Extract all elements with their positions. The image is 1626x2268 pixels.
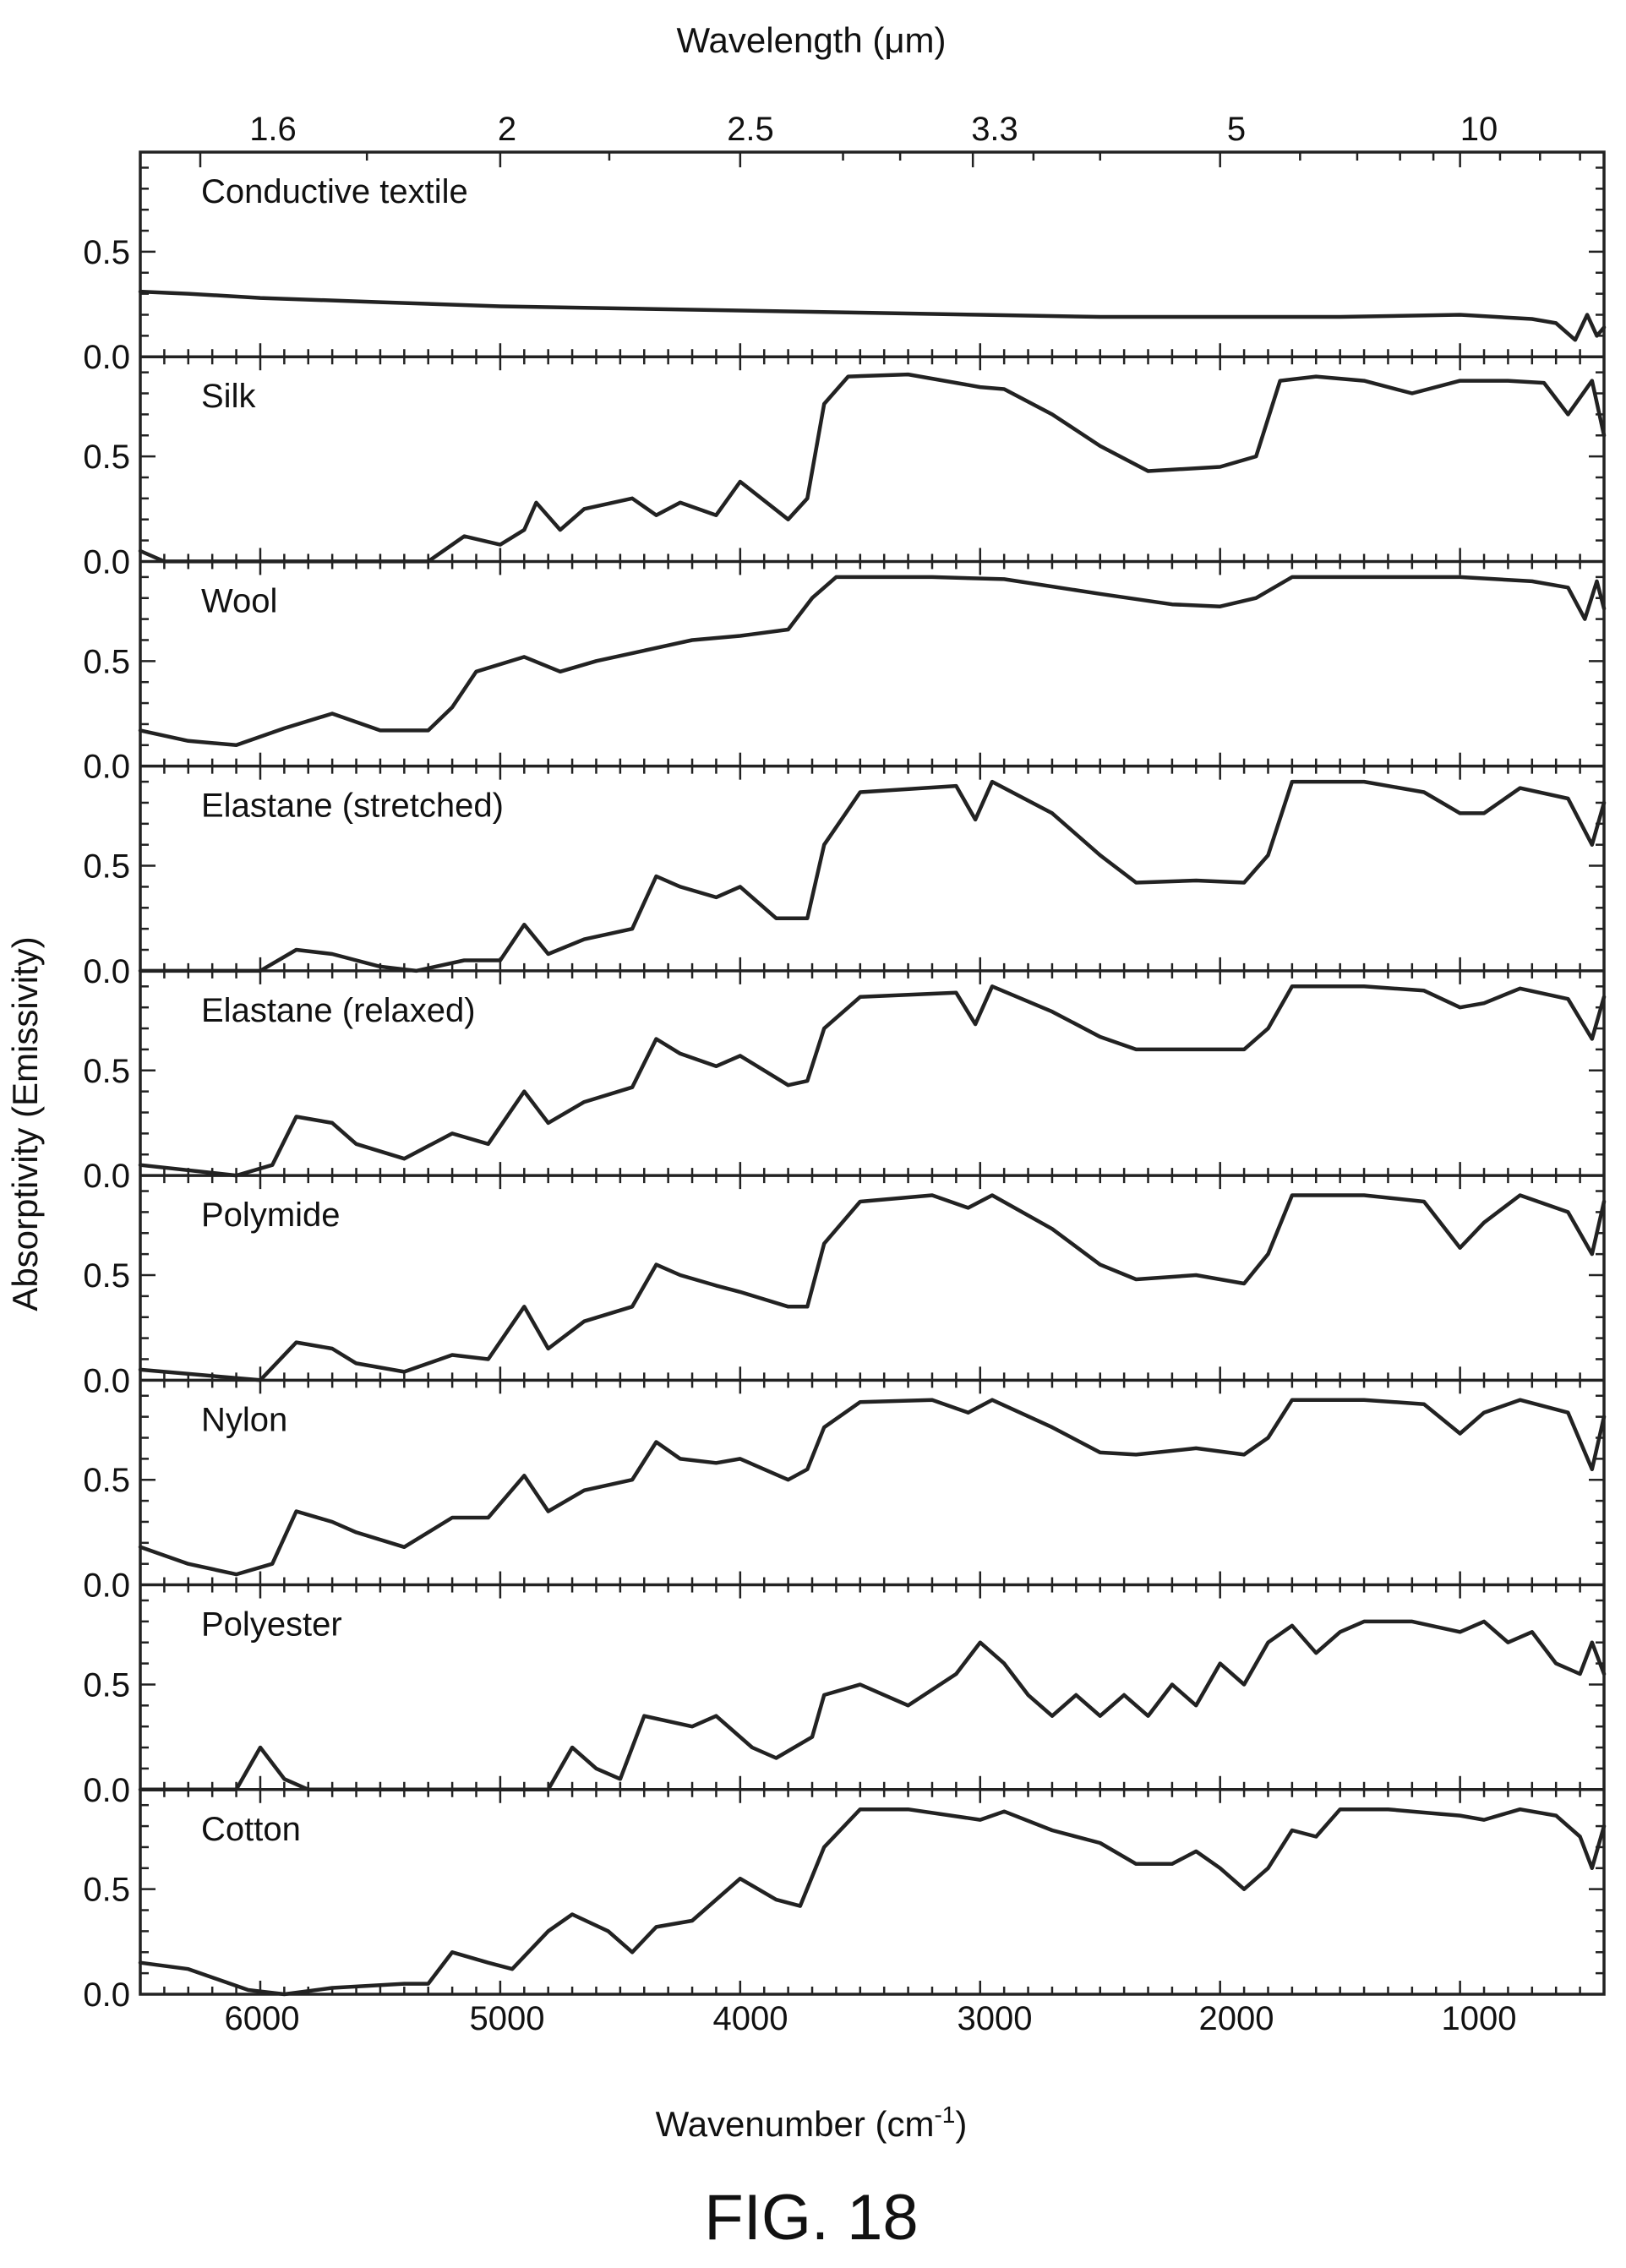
series-nylon <box>138 1398 1607 1577</box>
y-tick-label-0-5: 0.5 <box>83 1053 130 1090</box>
panel-elastane-relaxed: 0.0 0.5 Elastane (relaxed) <box>83 969 1607 1195</box>
panel-label-elastane-relaxed: Elastane (relaxed) <box>201 992 476 1029</box>
y-tick-label-0-5: 0.5 <box>83 1462 130 1499</box>
x-axis-title-close: ) <box>955 2104 967 2144</box>
ticks-sep-down-3 <box>139 766 1606 780</box>
top-tick-label-2-5: 2.5 <box>727 111 774 148</box>
top-tick-label-1-6: 1.6 <box>249 111 297 148</box>
panel-label-cotton: Cotton <box>201 1811 301 1848</box>
y-tick-label-0-5: 0.5 <box>83 1257 130 1295</box>
ticks-sep-up-4 <box>139 1162 1606 1176</box>
top-tick-label-3-3: 3.3 <box>971 111 1018 148</box>
y-tick-label-0-5: 0.5 <box>83 1872 130 1909</box>
panel-label-silk: Silk <box>201 378 256 415</box>
ticks-sep-down-6 <box>139 1380 1606 1394</box>
y-tick-label-0: 0.0 <box>83 1158 130 1195</box>
y-tick-label-0-5: 0.5 <box>83 643 130 680</box>
panel-label-wool: Wool <box>201 582 277 619</box>
x-tick-label-6000: 6000 <box>225 2000 300 2037</box>
ticks-sep-down-4 <box>139 970 1606 984</box>
x-tick-label-4000: 4000 <box>713 2000 788 2037</box>
y-tick-label-0: 0.0 <box>83 749 130 786</box>
x-axis-title-superscript: -1 <box>934 2102 955 2128</box>
y-tick-label-0-5: 0.5 <box>83 439 130 476</box>
ticks-sep-up-2 <box>139 752 1606 766</box>
ticks-sep-up-1 <box>139 548 1606 562</box>
top-tick-label-10: 10 <box>1460 111 1498 148</box>
ticks-sep-down-8 <box>139 1789 1606 1803</box>
series-polyester <box>138 1619 1607 1792</box>
y-tick-label-0: 0.0 <box>83 1976 130 2014</box>
ticks-sep-up-5 <box>139 1366 1606 1381</box>
y-tick-label-0: 0.0 <box>83 953 130 990</box>
series-conductive-textile <box>138 289 1607 342</box>
series-elastane-relaxed <box>138 984 1607 1178</box>
panel-conductive-textile: 0.0 0.5 Conductive textile <box>83 166 1607 376</box>
top-tick-label-2: 2 <box>498 111 516 148</box>
series-cotton <box>138 1807 1607 1997</box>
bottom-tick-labels: 6000 5000 4000 3000 2000 1000 <box>225 2000 1517 2037</box>
panel-label-polyester: Polyester <box>201 1606 342 1644</box>
y-axis-title: Absorptivity (Emissivity) <box>5 936 45 1311</box>
ticks-sep-down-1 <box>139 357 1606 371</box>
x-axis-title-main: Wavenumber (cm <box>656 2104 935 2144</box>
ticks-sep-down-7 <box>139 1584 1606 1599</box>
series-polymide <box>138 1193 1607 1382</box>
top-axis-ticks <box>199 152 1581 167</box>
x-axis-title: Wavenumber (cm-1) <box>656 2102 968 2144</box>
panel-silk: 0.0 0.5 Silk <box>83 355 1607 581</box>
series-elastane-stretched <box>138 779 1607 973</box>
panel-label-elastane-stretched: Elastane (stretched) <box>201 788 504 825</box>
y-tick-label-0-5: 0.5 <box>83 1666 130 1704</box>
series-silk <box>138 372 1607 564</box>
y-tick-label-0: 0.0 <box>83 1772 130 1809</box>
y-tick-label-0-5: 0.5 <box>83 848 130 886</box>
ticks-sep-up-7 <box>139 1775 1606 1790</box>
x-tick-label-3000: 3000 <box>958 2000 1033 2037</box>
top-tick-labels: 1.6 2 2.5 3.3 5 10 <box>249 111 1498 148</box>
x-tick-label-5000: 5000 <box>470 2000 545 2037</box>
series-wool <box>138 575 1607 748</box>
y-tick-label-0-5: 0.5 <box>83 234 130 271</box>
y-tick-label-0: 0.0 <box>83 339 130 376</box>
panel-cotton: 0.0 0.5 Cotton <box>83 1788 1607 2014</box>
top-axis-title: Wavelength (μm) <box>676 20 946 60</box>
y-tick-label-0: 0.0 <box>83 1567 130 1605</box>
y-tick-label-0: 0.0 <box>83 543 130 581</box>
panel-label-polymide: Polymide <box>201 1197 341 1234</box>
ticks-sep-up-0 <box>139 343 1606 357</box>
panel-elastane-stretched: 0.0 0.5 Elastane (stretched) <box>83 764 1607 990</box>
plot-area: 0.0 0.5 Conductive textile 0.0 0.5 Silk 0.0 0.5… <box>83 150 1607 2014</box>
panel-label-nylon: Nylon <box>201 1401 287 1438</box>
plot-frame <box>139 150 1606 1996</box>
panel-wool: 0.0 0.5 Wool <box>83 559 1607 786</box>
panel-nylon: 0.0 0.5 Nylon <box>83 1378 1607 1605</box>
top-tick-label-5: 5 <box>1227 111 1246 148</box>
ticks-sep-down-5 <box>139 1175 1606 1190</box>
x-tick-label-1000: 1000 <box>1442 2000 1517 2037</box>
y-tick-label-0: 0.0 <box>83 1362 130 1399</box>
ticks-sep-up-6 <box>139 1571 1606 1585</box>
panel-polymide: 0.0 0.5 Polymide <box>83 1174 1607 1399</box>
panel-label-conductive-textile: Conductive textile <box>201 173 468 210</box>
x-tick-label-2000: 2000 <box>1199 2000 1274 2037</box>
ticks-sep-down-2 <box>139 561 1606 575</box>
figure-caption: FIG. 18 <box>704 2182 918 2254</box>
panel-polyester: 0.0 0.5 Polyester <box>83 1583 1607 1809</box>
